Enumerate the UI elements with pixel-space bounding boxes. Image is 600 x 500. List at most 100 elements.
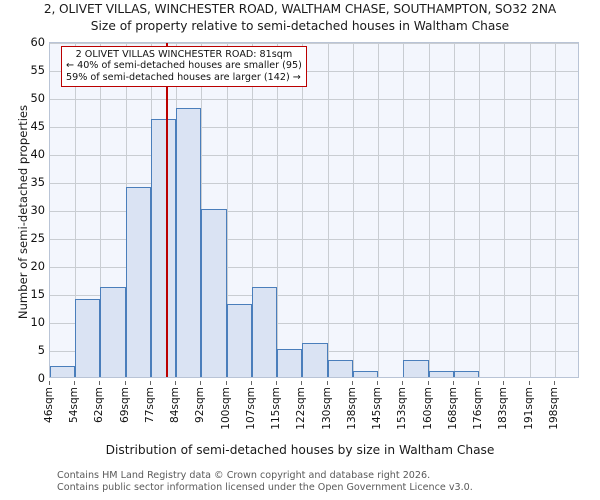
- histogram-bar: [403, 360, 429, 377]
- x-axis-tick-label: 100sqm: [219, 387, 232, 430]
- histogram-bar: [302, 343, 328, 377]
- x-gridline: [429, 43, 430, 377]
- y-gridline: [50, 155, 578, 156]
- x-axis-tick-mark: [175, 381, 176, 385]
- x-axis-tick-label: 183sqm: [497, 387, 510, 430]
- x-axis-title: Distribution of semi-detached houses by …: [105, 443, 495, 457]
- footer-attribution: Contains HM Land Registry data © Crown c…: [57, 470, 473, 495]
- x-axis-tick-mark: [529, 381, 530, 385]
- y-axis-tick-label: 20: [30, 259, 46, 273]
- y-axis-tick-label: 30: [30, 203, 46, 217]
- histogram-bar: [428, 371, 454, 377]
- y-axis-title: Number of semi-detached properties: [16, 104, 30, 320]
- annotation-line-1: 2 OLIVET VILLAS WINCHESTER ROAD: 81sqm: [75, 49, 293, 60]
- x-gridline: [530, 43, 531, 377]
- x-axis-tick-mark: [327, 381, 328, 385]
- y-gridline: [50, 99, 578, 100]
- y-axis-tick-label: 50: [30, 91, 46, 105]
- histogram-bar: [75, 298, 101, 377]
- x-gridline: [252, 43, 253, 377]
- x-axis-tick-mark: [503, 381, 504, 385]
- y-axis-tick-label: 15: [30, 287, 46, 301]
- x-axis-tick-mark: [377, 381, 378, 385]
- histogram-bar: [125, 186, 151, 377]
- x-axis-tick-mark: [428, 381, 429, 385]
- y-axis-tick-label: 5: [37, 343, 45, 357]
- histogram-bar: [327, 360, 353, 377]
- x-axis-tick-label: 191sqm: [522, 387, 535, 430]
- x-gridline: [277, 43, 278, 377]
- property-marker-line: [166, 43, 169, 377]
- plot-area: 2 OLIVET VILLAS WINCHESTER ROAD: 81sqm ←…: [49, 42, 579, 378]
- x-axis-tick-mark: [352, 381, 353, 385]
- footer-line-2: Contains public sector information licen…: [57, 482, 473, 494]
- x-axis-tick-label: 198sqm: [547, 387, 560, 430]
- x-gridline: [454, 43, 455, 377]
- y-gridline: [50, 295, 578, 296]
- x-axis-tick-mark: [226, 381, 227, 385]
- x-axis-tick-label: 107sqm: [244, 387, 257, 430]
- x-axis-tick-mark: [150, 381, 151, 385]
- x-gridline: [403, 43, 404, 377]
- y-axis-tick-label: 60: [30, 35, 46, 49]
- x-gridline: [328, 43, 329, 377]
- y-axis-tick-label: 40: [30, 147, 46, 161]
- x-axis-tick-mark: [125, 381, 126, 385]
- x-axis-tick-label: 62sqm: [93, 387, 106, 424]
- x-axis-tick-mark: [478, 381, 479, 385]
- x-axis-tick-mark: [49, 381, 50, 385]
- histogram-bar: [50, 365, 76, 377]
- page-subtitle: Size of property relative to semi-detach…: [90, 19, 510, 33]
- x-gridline: [227, 43, 228, 377]
- x-gridline: [353, 43, 354, 377]
- y-axis-tick-label: 35: [30, 175, 46, 189]
- x-gridline: [75, 43, 76, 377]
- x-axis-tick-label: 122sqm: [295, 387, 308, 430]
- x-axis-tick-mark: [200, 381, 201, 385]
- x-axis-tick-label: 153sqm: [396, 387, 409, 430]
- x-axis-tick-mark: [251, 381, 252, 385]
- x-axis-tick-label: 92sqm: [194, 387, 207, 424]
- annotation-line-3: 59% of semi-detached houses are larger (…: [66, 71, 301, 83]
- y-gridline: [50, 71, 578, 72]
- x-axis-tick-mark: [453, 381, 454, 385]
- x-axis-tick-label: 145sqm: [371, 387, 384, 430]
- page-title: 2, OLIVET VILLAS, WINCHESTER ROAD, WALTH…: [43, 2, 557, 16]
- histogram-bar: [150, 119, 177, 377]
- x-axis-tick-label: 77sqm: [143, 387, 156, 424]
- x-axis-tick-mark: [276, 381, 277, 385]
- y-axis-tick-label: 0: [37, 371, 45, 385]
- x-gridline: [302, 43, 303, 377]
- x-axis-tick-mark: [74, 381, 75, 385]
- x-axis-tick-label: 115sqm: [270, 387, 283, 430]
- footer-line-1: Contains HM Land Registry data © Crown c…: [57, 470, 431, 481]
- x-axis-tick-label: 168sqm: [446, 387, 459, 430]
- histogram-bar: [226, 304, 252, 377]
- x-axis-tick-mark: [554, 381, 555, 385]
- x-axis-tick-mark: [301, 381, 302, 385]
- histogram-bar: [453, 371, 480, 377]
- x-axis-tick-label: 46sqm: [43, 387, 55, 424]
- y-gridline: [50, 43, 578, 44]
- x-gridline: [378, 43, 379, 377]
- y-axis-tick-label: 10: [30, 315, 46, 329]
- x-gridline: [479, 43, 480, 377]
- y-gridline: [50, 239, 578, 240]
- histogram-bar: [277, 349, 303, 377]
- x-axis-tick-mark: [99, 381, 100, 385]
- x-gridline: [504, 43, 505, 377]
- x-axis-tick-labels: 46sqm 54sqm 62sqm 69sqm 77sqm 84sqm 92sqm 100sq…: [43, 381, 579, 439]
- y-axis-tick-labels: 0 5 10 15 20 25 30 35 40 45 50 55 60: [0, 35, 46, 385]
- y-gridline: [50, 267, 578, 268]
- x-axis-tick-label: 130sqm: [320, 387, 333, 430]
- x-axis-tick-label: 138sqm: [345, 387, 358, 430]
- y-gridline: [50, 323, 578, 324]
- y-axis-tick-label: 55: [30, 63, 46, 77]
- y-gridline: [50, 127, 578, 128]
- x-axis-tick-label: 176sqm: [472, 387, 485, 430]
- x-axis-tick-mark: [402, 381, 403, 385]
- x-axis-tick-label: 160sqm: [421, 387, 434, 430]
- x-gridline: [555, 43, 556, 377]
- x-axis-tick-label: 69sqm: [118, 387, 131, 424]
